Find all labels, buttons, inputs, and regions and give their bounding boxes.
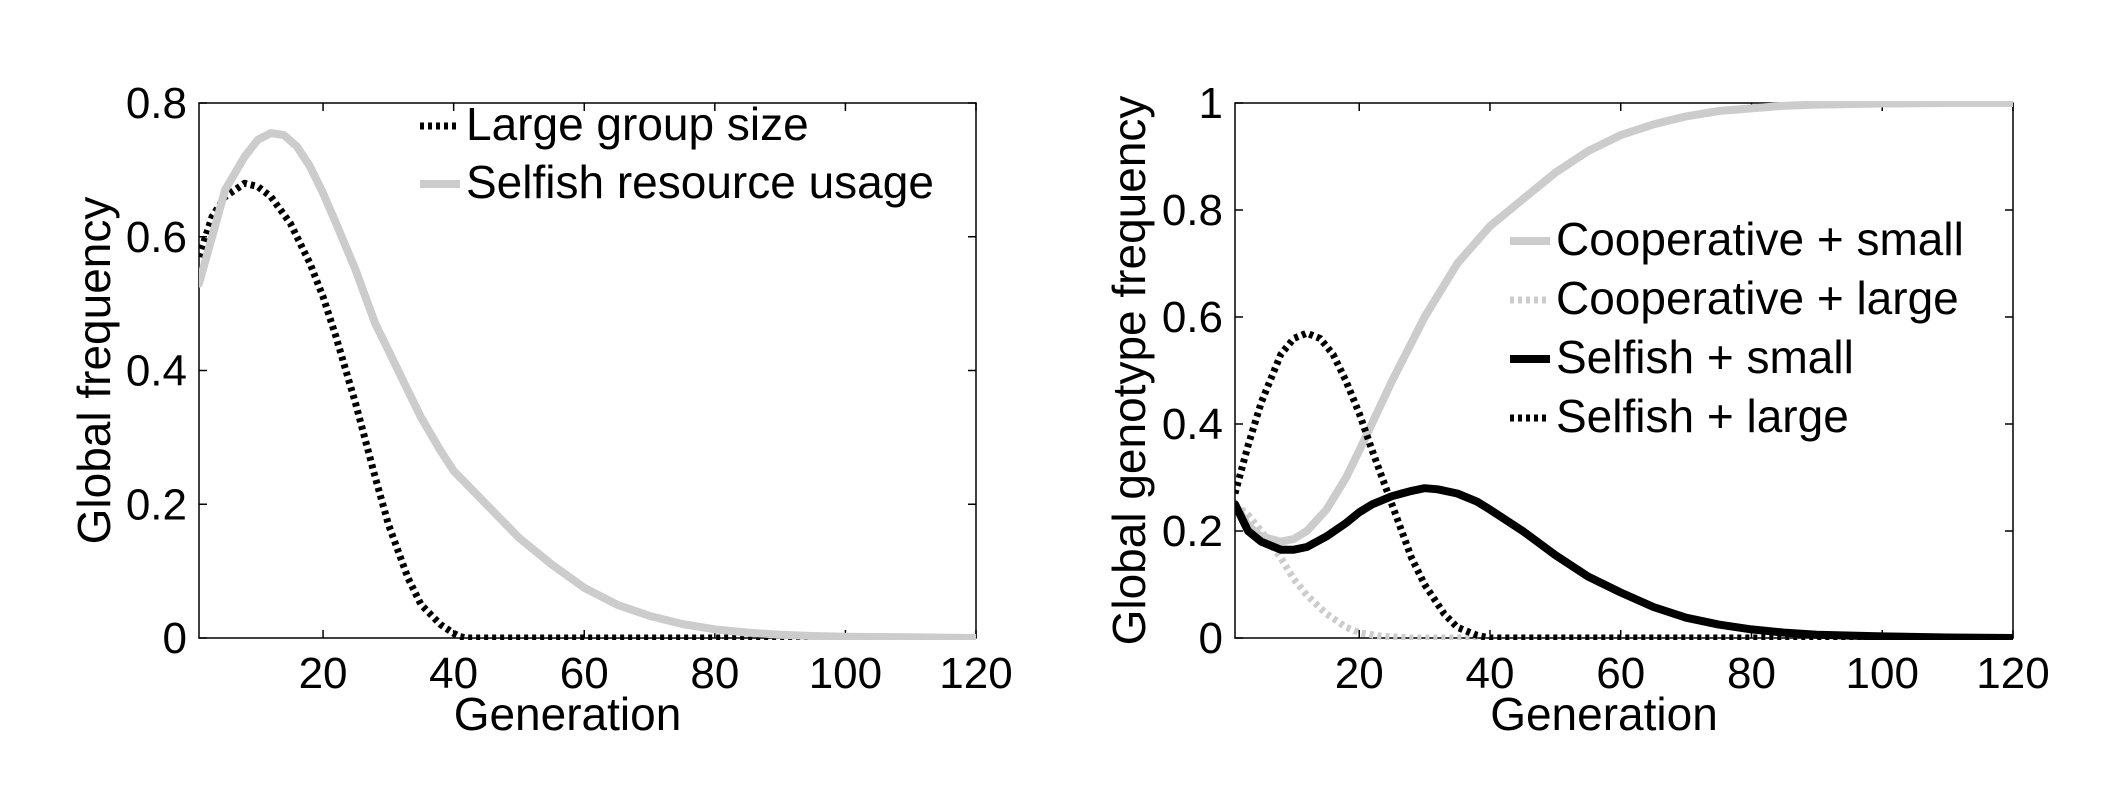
series-line-1 [199,179,976,640]
y-tick-label: 0.2 [1162,507,1223,556]
y-tick-label: 0.8 [1162,186,1223,235]
x-tick-label: 120 [939,649,1012,698]
legend-label: Cooperative + small [1556,213,1964,265]
y-tick-label: 0.4 [1162,400,1223,449]
legend-label: Selfish + small [1556,331,1854,383]
x-axis-label: Generation [1490,688,1718,740]
y-tick-label: 0.8 [126,79,187,128]
x-tick-label: 40 [429,649,478,698]
legend-label: Selfish + large [1556,390,1849,442]
y-axis-label: Global frequency [68,197,120,545]
x-tick-label: 60 [1596,649,1645,698]
y-tick-label: 0.2 [126,480,187,529]
x-tick-label: 100 [809,649,882,698]
legend-label: Selfish resource usage [466,156,934,208]
y-tick-label: 0.6 [1162,293,1223,342]
y-axis-label: Global genotype frequency [1103,96,1155,646]
x-tick-label: 120 [1976,649,2049,698]
series-line-2 [199,129,976,640]
x-tick-label: 60 [560,649,609,698]
x-axis-label: Generation [454,688,682,740]
y-tick-label: 0 [163,614,187,663]
legend-label: Cooperative + large [1556,272,1959,324]
series-line-2 [1235,501,2013,640]
series-line-4 [1235,329,2013,640]
y-tick-label: 0.6 [126,213,187,262]
series-line-1 [1235,101,2013,546]
plot-frame [1234,102,2014,639]
y-tick-label: 1 [1199,79,1223,128]
legend-label: Large group size [466,98,809,150]
x-tick-label: 20 [299,649,348,698]
x-tick-label: 80 [1727,649,1776,698]
x-tick-label: 100 [1846,649,1919,698]
x-tick-label: 80 [690,649,739,698]
y-tick-label: 0 [1199,614,1223,663]
left-chart: 20 40 60 80 100 120 0 0.2 0.4 0.6 0.8 Generation Glo… [68,79,1013,740]
y-tick-label: 0.4 [126,347,187,396]
x-tick-label: 20 [1335,649,1384,698]
right-chart: 20 40 60 80 100 120 0 0.2 0.4 0.6 0.8 1 Generation Gl… [1103,79,2050,740]
x-tick-label: 40 [1465,649,1514,698]
series-line-3 [1235,484,2013,640]
